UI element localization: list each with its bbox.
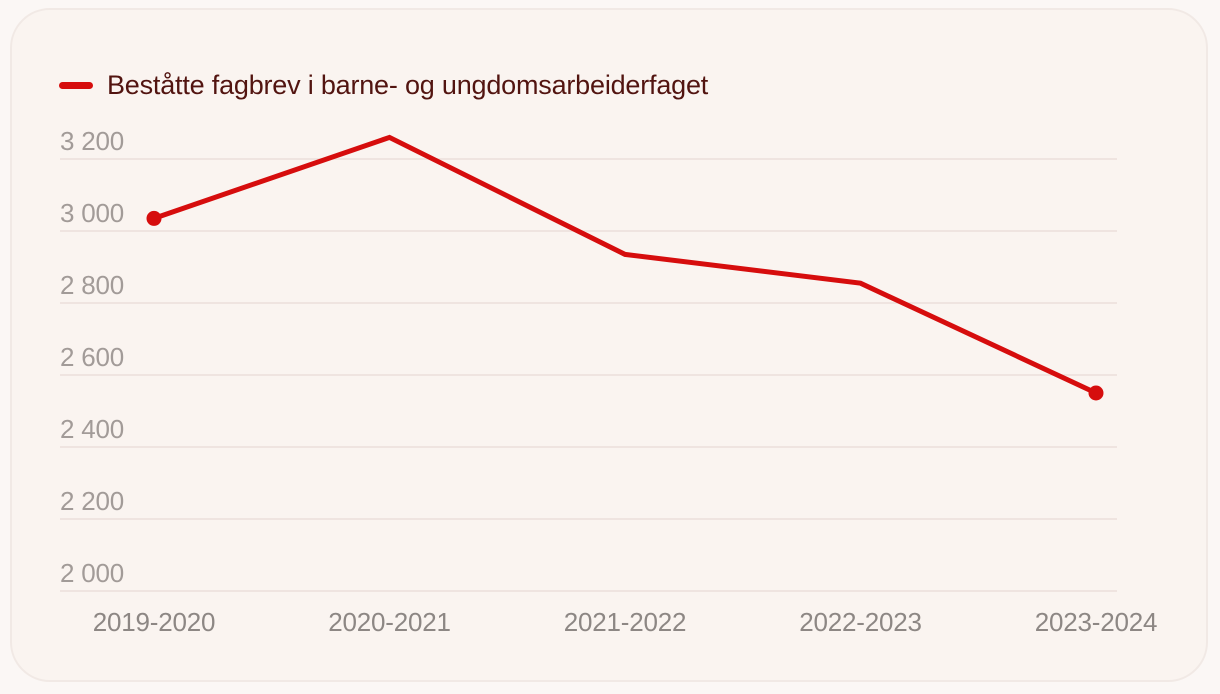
data-point-marker xyxy=(1088,385,1104,401)
legend-item[interactable]: Beståtte fagbrev i barne- og ungdomsarbe… xyxy=(59,70,708,100)
data-point-marker xyxy=(146,210,162,226)
x-axis-tick-label: 2021-2022 xyxy=(564,607,687,637)
x-axis-tick-label: 2023-2024 xyxy=(1035,607,1158,637)
y-axis-tick-label: 2 400 xyxy=(60,414,124,444)
y-axis-tick-label: 2 800 xyxy=(60,270,124,300)
x-axis-tick-label: 2019-2020 xyxy=(93,607,216,637)
x-axis-tick-label: 2020-2021 xyxy=(328,607,451,637)
y-axis-tick-label: 2 000 xyxy=(60,558,124,588)
line-chart: 3 200 3 000 2 800 2 600 2 400 2 200 2 000 2019-… xyxy=(60,126,1158,637)
y-axis-tick-label: 3 000 xyxy=(60,198,124,228)
legend-label: Beståtte fagbrev i barne- og ungdomsarbe… xyxy=(107,70,709,100)
series-line xyxy=(151,134,1099,396)
y-axis-tick-label: 3 200 xyxy=(60,126,124,156)
y-axis-tick-label: 2 600 xyxy=(60,342,124,372)
x-axis-tick-label: 2022-2023 xyxy=(799,607,922,637)
chart-card: Beståtte fagbrev i barne- og ungdomsarbe… xyxy=(10,8,1208,682)
legend-line-swatch xyxy=(59,81,93,89)
y-axis-tick-label: 2 200 xyxy=(60,486,124,516)
